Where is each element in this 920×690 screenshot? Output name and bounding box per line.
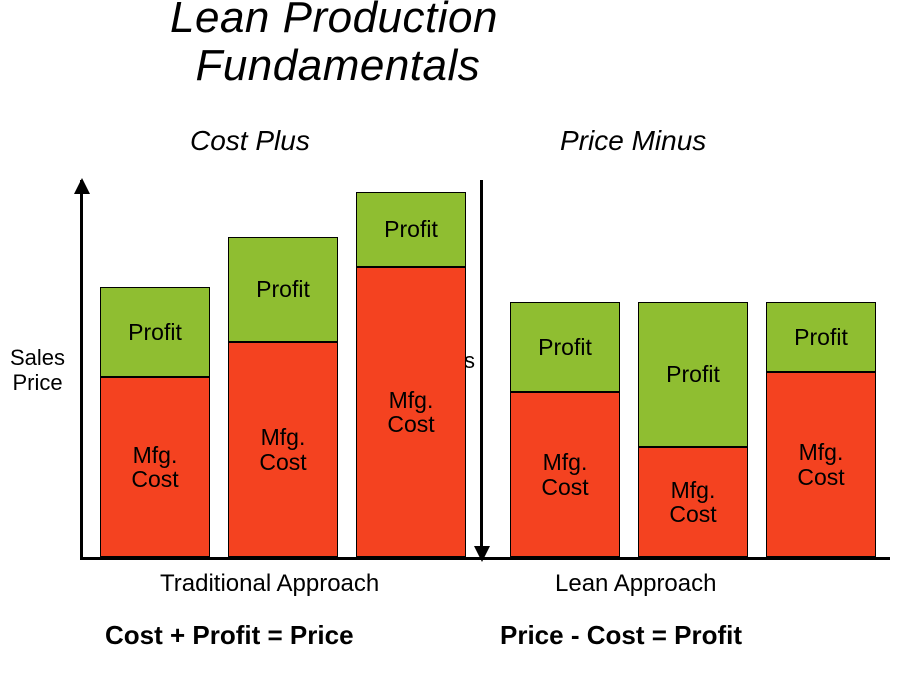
right-bar-2-cost: Mfg.Cost	[638, 447, 748, 557]
left-bar-2-cost-label: Mfg.Cost	[259, 425, 306, 473]
left-bar-2-profit: Profit	[228, 237, 338, 342]
chart-area: Sales ProfitMfg.CostProfitMfg.CostProfit…	[80, 175, 890, 560]
right-bar-1-profit-label: Profit	[538, 335, 592, 359]
left-bar-3: Profit Mfg.Cost	[356, 192, 466, 557]
left-bar-1-cost: Mfg.Cost	[100, 377, 210, 557]
left-approach-label: Traditional Approach	[160, 570, 379, 598]
left-axis-label-2: Price	[12, 370, 62, 395]
right-bar-3-profit: Profit	[766, 302, 876, 372]
left-subtitle: Cost Plus	[190, 125, 310, 157]
left-bar-3-cost-label: Mfg.Cost	[387, 388, 434, 436]
page-title: Lean Production Fundamentals	[170, 0, 498, 91]
left-bar-1-profit: Profit	[100, 287, 210, 377]
right-bar-3-profit-label: Profit	[794, 325, 848, 349]
right-approach-label: Lean Approach	[555, 570, 716, 598]
left-axis-label-1: Sales	[10, 345, 65, 370]
right-bar-2-cost-label: Mfg.Cost	[669, 478, 716, 526]
right-subtitle: Price Minus	[560, 125, 706, 157]
left-bar-3-cost: Mfg.Cost	[356, 267, 466, 557]
left-bar-1-cost-label: Mfg.Cost	[131, 443, 178, 491]
left-bar-3-profit-label: Profit	[384, 217, 438, 241]
right-bar-2-profit: Profit	[638, 302, 748, 447]
right-bar-1-profit: Profit	[510, 302, 620, 392]
left-bar-3-profit: Profit	[356, 192, 466, 267]
right-bar-2: Profit Mfg.Cost	[638, 302, 748, 557]
left-bar-2: Profit Mfg.Cost	[228, 237, 338, 557]
right-bar-1-cost: Mfg.Cost	[510, 392, 620, 557]
right-formula: Price - Cost = Profit	[500, 620, 742, 651]
right-bar-3-cost: Mfg.Cost	[766, 372, 876, 557]
right-bar-3: Profit Mfg.Cost	[766, 302, 876, 557]
right-bar-3-cost-label: Mfg.Cost	[797, 440, 844, 488]
right-bar-2-profit-label: Profit	[666, 362, 720, 386]
left-bar-2-profit-label: Profit	[256, 277, 310, 301]
title-line-2: Fundamentals	[195, 41, 480, 90]
left-axis-label: Sales Price	[10, 345, 65, 396]
right-bar-1: Profit Mfg.Cost	[510, 302, 620, 557]
title-line-1: Lean Production	[170, 0, 498, 42]
left-formula: Cost + Profit = Price	[105, 620, 354, 651]
left-bar-1-profit-label: Profit	[128, 320, 182, 344]
baseline	[80, 557, 890, 560]
left-bar-2-cost: Mfg.Cost	[228, 342, 338, 557]
right-bar-1-cost-label: Mfg.Cost	[541, 450, 588, 498]
left-bar-1: Profit Mfg.Cost	[100, 287, 210, 557]
